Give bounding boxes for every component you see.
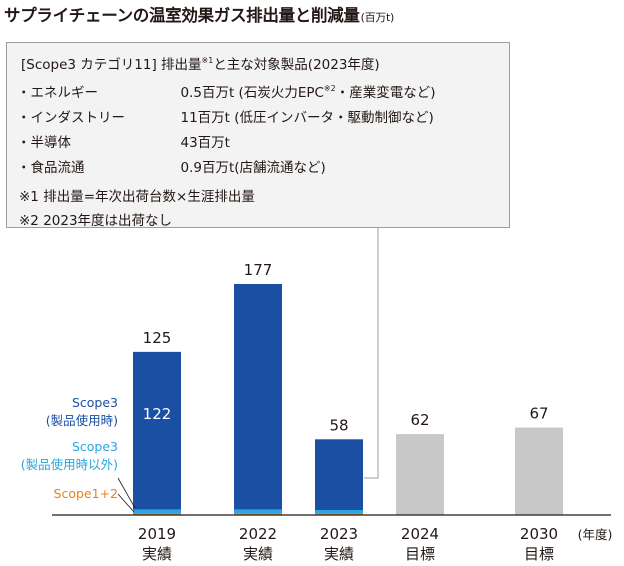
- bar-0-scope12: [133, 513, 181, 515]
- product-name: インダストリー: [30, 110, 126, 126]
- x-tick-year-2: 2023: [320, 525, 358, 543]
- callout-heading-footnote-mark: ※1: [201, 56, 214, 65]
- footnote-2: ※2 2023年度は出荷なし: [19, 213, 173, 229]
- bar-1-scope3-use: [234, 284, 282, 510]
- title-text: サプライチェーンの温室効果ガス排出量と削減量: [4, 6, 360, 25]
- legend-label-0-1: (製品使用時): [46, 413, 118, 428]
- bar-4-target: [515, 427, 563, 515]
- x-tick-type-3: 目標: [405, 545, 435, 563]
- callout-row-industry: ・インダストリー 11百万t (低圧インバータ・駆動制御など): [17, 106, 434, 126]
- callout-row-energy: ・エネルギー 0.5百万t (石炭火力EPC※2・産業変電など): [17, 81, 436, 102]
- product-name: 食品流通: [30, 160, 85, 176]
- legend-leader-scope12: [117, 493, 135, 513]
- footnote-1: ※1 排出量=年次出荷台数×生涯排出量: [19, 189, 255, 205]
- product-name: 半導体: [30, 135, 72, 151]
- legend-leader-scope3-other: [117, 477, 136, 509]
- total-label-0: 125: [143, 329, 172, 347]
- bullet: ・: [17, 85, 31, 101]
- bar-1-scope12: [234, 513, 282, 515]
- callout-row-semiconductor: ・半導体 43百万t: [17, 131, 230, 151]
- bar-0-scope3-other: [133, 509, 181, 513]
- bar-0-scope3-use: [133, 351, 181, 510]
- total-label-4: 67: [529, 405, 548, 423]
- title-unit: (百万t): [360, 11, 395, 24]
- x-tick-type-0: 実績: [142, 545, 172, 563]
- product-name: エネルギー: [30, 85, 99, 101]
- x-tick-type-4: 目標: [524, 545, 554, 563]
- x-tick-type-2: 実績: [324, 545, 354, 563]
- x-axis-unit-label: (年度): [578, 527, 613, 542]
- bar-2-scope3-other: [315, 510, 363, 513]
- x-tick-year-4: 2030: [520, 525, 558, 543]
- legend-label-2-0: Scope1+2: [54, 486, 118, 501]
- total-label-2: 58: [329, 416, 348, 434]
- product-value: 0.5百万t (石炭火力EPC: [180, 85, 324, 101]
- chart-title: サプライチェーンの温室効果ガス排出量と削減量(百万t): [4, 2, 394, 26]
- x-tick-type-1: 実績: [243, 545, 273, 563]
- legend-label-0-0: Scope3: [72, 395, 118, 410]
- scope3-category11-callout: [Scope3 カテゴリ11] 排出量※1と主な対象製品(2023年度) ・エネ…: [6, 42, 510, 229]
- footnote-mark: ※2: [323, 84, 336, 93]
- x-tick-year-0: 2019: [138, 525, 176, 543]
- legend-label-1-1: (製品使用時以外): [21, 457, 118, 472]
- legend-label-1-0: Scope3: [72, 439, 118, 454]
- bar-2-scope3-use: [315, 439, 363, 510]
- bar-1-scope3-other: [234, 509, 282, 513]
- total-label-1: 177: [244, 261, 273, 279]
- x-tick-year-1: 2022: [239, 525, 277, 543]
- callout-connector-line: [364, 228, 379, 479]
- product-value: 0.9百万t(店舗流通など): [180, 160, 326, 176]
- bar-3-target: [396, 434, 444, 515]
- product-value-tail: ・産業変電など): [335, 85, 436, 101]
- total-label-3: 62: [410, 411, 429, 429]
- callout-row-food-distribution: ・食品流通 0.9百万t(店舗流通など): [17, 156, 326, 176]
- callout-heading-text: [Scope3 カテゴリ11] 排出量: [21, 57, 202, 73]
- x-tick-year-3: 2024: [401, 525, 439, 543]
- product-value: 11百万t (低圧インバータ・駆動制御など): [180, 110, 434, 126]
- callout-heading-text-tail: と主な対象製品(2023年度): [213, 57, 380, 73]
- bar-2-scope12: [315, 513, 363, 515]
- inner-value-label-0: 122: [143, 405, 172, 423]
- product-value: 43百万t: [180, 135, 230, 151]
- bullet: ・: [17, 110, 31, 126]
- bullet: ・: [17, 135, 31, 151]
- callout-heading: [Scope3 カテゴリ11] 排出量※1と主な対象製品(2023年度): [21, 53, 380, 74]
- bullet: ・: [17, 160, 31, 176]
